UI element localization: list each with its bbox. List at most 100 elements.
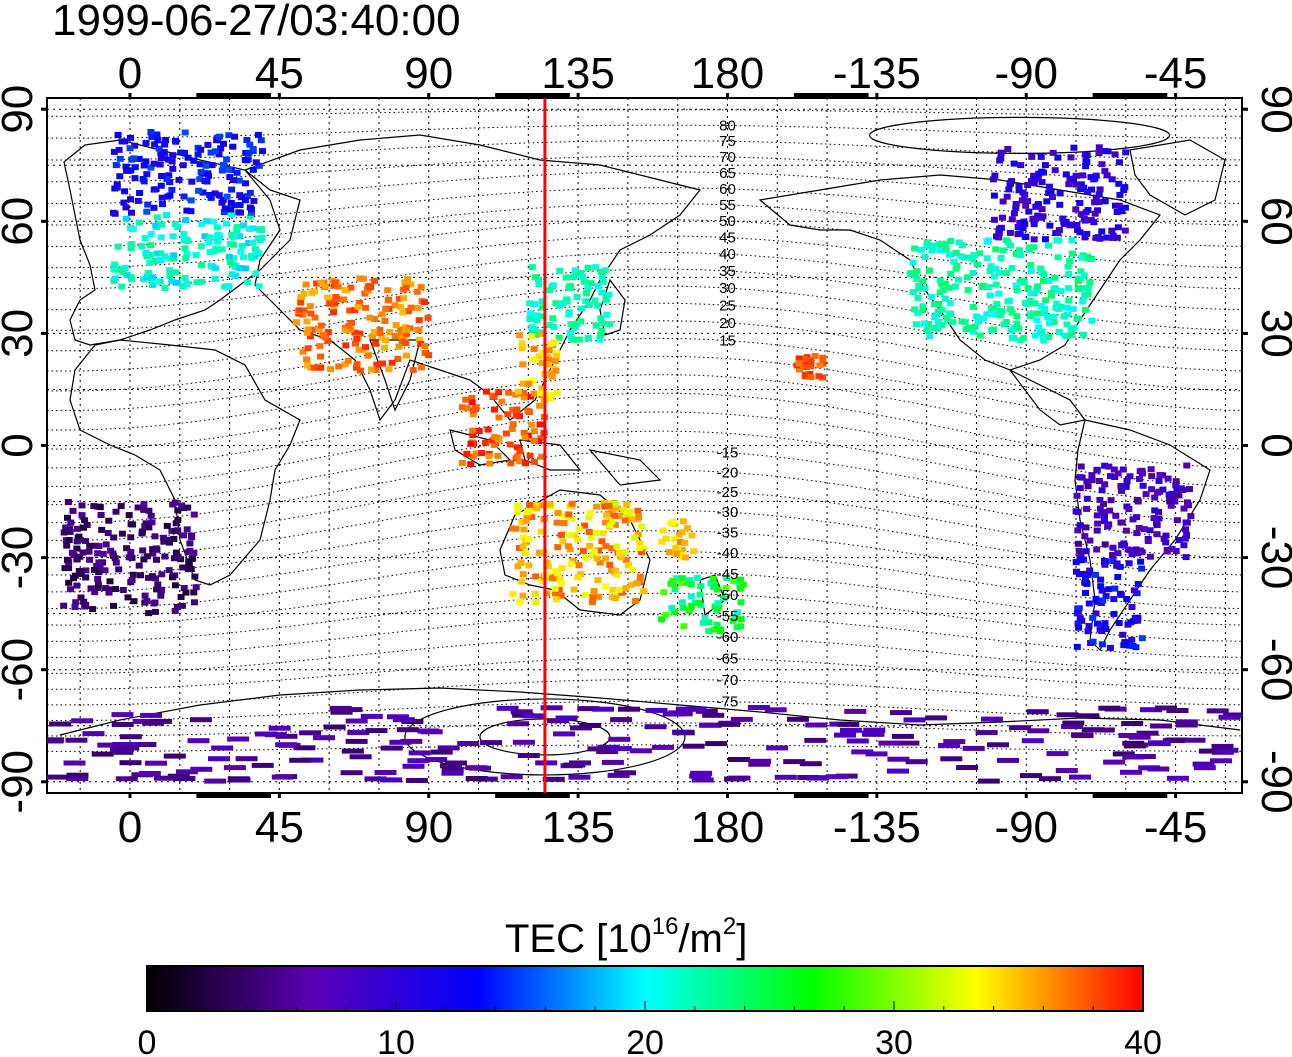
tec-sample bbox=[609, 746, 632, 752]
tec-sample bbox=[119, 760, 142, 766]
lat-tick-label-right: -30 bbox=[1252, 526, 1292, 590]
tec-sample bbox=[174, 507, 182, 514]
tec-sample bbox=[79, 549, 87, 556]
tec-sample bbox=[186, 547, 194, 554]
tec-sample bbox=[189, 717, 212, 723]
lon-tick-label-top: 45 bbox=[255, 49, 304, 98]
tec-sample bbox=[147, 242, 155, 249]
tec-sample bbox=[1150, 723, 1173, 729]
tec-sample bbox=[1162, 539, 1170, 546]
tec-sample bbox=[679, 604, 687, 611]
tec-sample bbox=[736, 585, 744, 592]
contour-label: -35 bbox=[717, 525, 739, 542]
tec-sample bbox=[1020, 335, 1028, 342]
tec-sample bbox=[225, 166, 233, 173]
tec-sample bbox=[1022, 202, 1030, 209]
tec-sample bbox=[1096, 496, 1104, 503]
contour-label: -25 bbox=[717, 484, 739, 501]
tec-sample bbox=[693, 574, 701, 581]
tec-sample bbox=[1007, 242, 1014, 249]
tec-sample bbox=[1166, 775, 1189, 781]
tec-sample bbox=[592, 264, 600, 271]
tec-sample bbox=[394, 355, 402, 362]
tec-sample bbox=[341, 287, 349, 294]
tec-sample bbox=[536, 421, 544, 428]
tec-sample bbox=[969, 303, 977, 310]
tec-sample bbox=[110, 266, 118, 273]
tec-sample bbox=[246, 189, 254, 196]
tec-sample bbox=[145, 610, 153, 617]
tec-sample bbox=[82, 602, 90, 608]
tec-sample bbox=[678, 546, 686, 553]
tec-sample bbox=[1135, 475, 1143, 482]
tec-sample bbox=[1002, 237, 1010, 244]
tec-sample bbox=[204, 778, 227, 784]
tec-sample bbox=[596, 749, 619, 754]
tec-sample bbox=[551, 585, 559, 592]
tec-sample bbox=[317, 364, 325, 371]
tec-sample bbox=[188, 532, 196, 539]
tec-sample bbox=[1067, 154, 1075, 161]
tec-sample bbox=[1084, 571, 1091, 578]
tec-sample bbox=[153, 586, 161, 593]
tec-sample bbox=[1114, 224, 1122, 231]
tec-sample bbox=[82, 538, 90, 545]
tec-sample bbox=[154, 137, 162, 144]
tec-sample bbox=[1216, 747, 1239, 753]
tec-sample bbox=[931, 324, 938, 331]
tec-sample bbox=[1062, 720, 1085, 726]
tec-sample bbox=[404, 308, 412, 315]
tec-sample bbox=[723, 575, 731, 581]
tec-sample bbox=[905, 759, 928, 765]
colorbar-tick-label: 30 bbox=[875, 1024, 913, 1057]
tec-sample bbox=[99, 550, 107, 557]
tec-sample bbox=[102, 541, 110, 548]
tec-sample bbox=[702, 712, 725, 718]
tec-sample bbox=[1050, 286, 1058, 293]
tec-sample bbox=[633, 580, 641, 587]
tec-sample bbox=[175, 176, 183, 183]
tec-sample bbox=[1013, 320, 1021, 327]
tec-sample bbox=[632, 598, 639, 604]
tec-sample bbox=[997, 255, 1005, 262]
tec-sample bbox=[602, 555, 609, 562]
tec-sample bbox=[996, 269, 1003, 276]
tec-sample bbox=[587, 746, 610, 752]
tec-sample bbox=[1037, 265, 1045, 272]
tec-sample bbox=[1108, 176, 1116, 183]
tec-sample bbox=[1079, 331, 1087, 338]
colorbar-title-suffix: ] bbox=[736, 917, 748, 961]
tec-sample bbox=[80, 598, 88, 605]
tec-sample bbox=[391, 302, 399, 309]
tec-sample bbox=[129, 571, 137, 578]
tec-sample bbox=[1136, 730, 1159, 736]
tec-sample bbox=[685, 607, 693, 614]
tec-sample bbox=[249, 225, 257, 232]
tec-sample bbox=[102, 585, 110, 592]
tec-sample bbox=[81, 517, 89, 524]
tec-sample bbox=[1122, 483, 1130, 490]
tec-sample bbox=[227, 199, 235, 206]
tec-sample bbox=[211, 275, 219, 282]
tec-sample bbox=[465, 776, 488, 781]
tec-sample bbox=[519, 361, 527, 368]
tec-sample bbox=[911, 306, 919, 313]
contour-label: -15 bbox=[717, 445, 739, 462]
tec-sample bbox=[171, 582, 179, 589]
tec-sample bbox=[109, 552, 117, 559]
tec-sample bbox=[107, 547, 115, 554]
tec-sample bbox=[99, 559, 107, 566]
tec-sample bbox=[569, 760, 591, 766]
tec-sample bbox=[335, 363, 343, 370]
tec-sample bbox=[980, 282, 987, 289]
tec-sample bbox=[106, 578, 114, 585]
tec-sample bbox=[1072, 508, 1080, 515]
tec-sample bbox=[1079, 570, 1087, 577]
tec-sample bbox=[997, 312, 1005, 319]
tec-sample bbox=[954, 276, 962, 283]
tec-sample bbox=[931, 301, 938, 308]
tec-sample bbox=[525, 536, 533, 543]
tec-sample bbox=[323, 724, 346, 730]
tec-sample bbox=[671, 536, 679, 543]
tec-sample bbox=[381, 318, 389, 324]
